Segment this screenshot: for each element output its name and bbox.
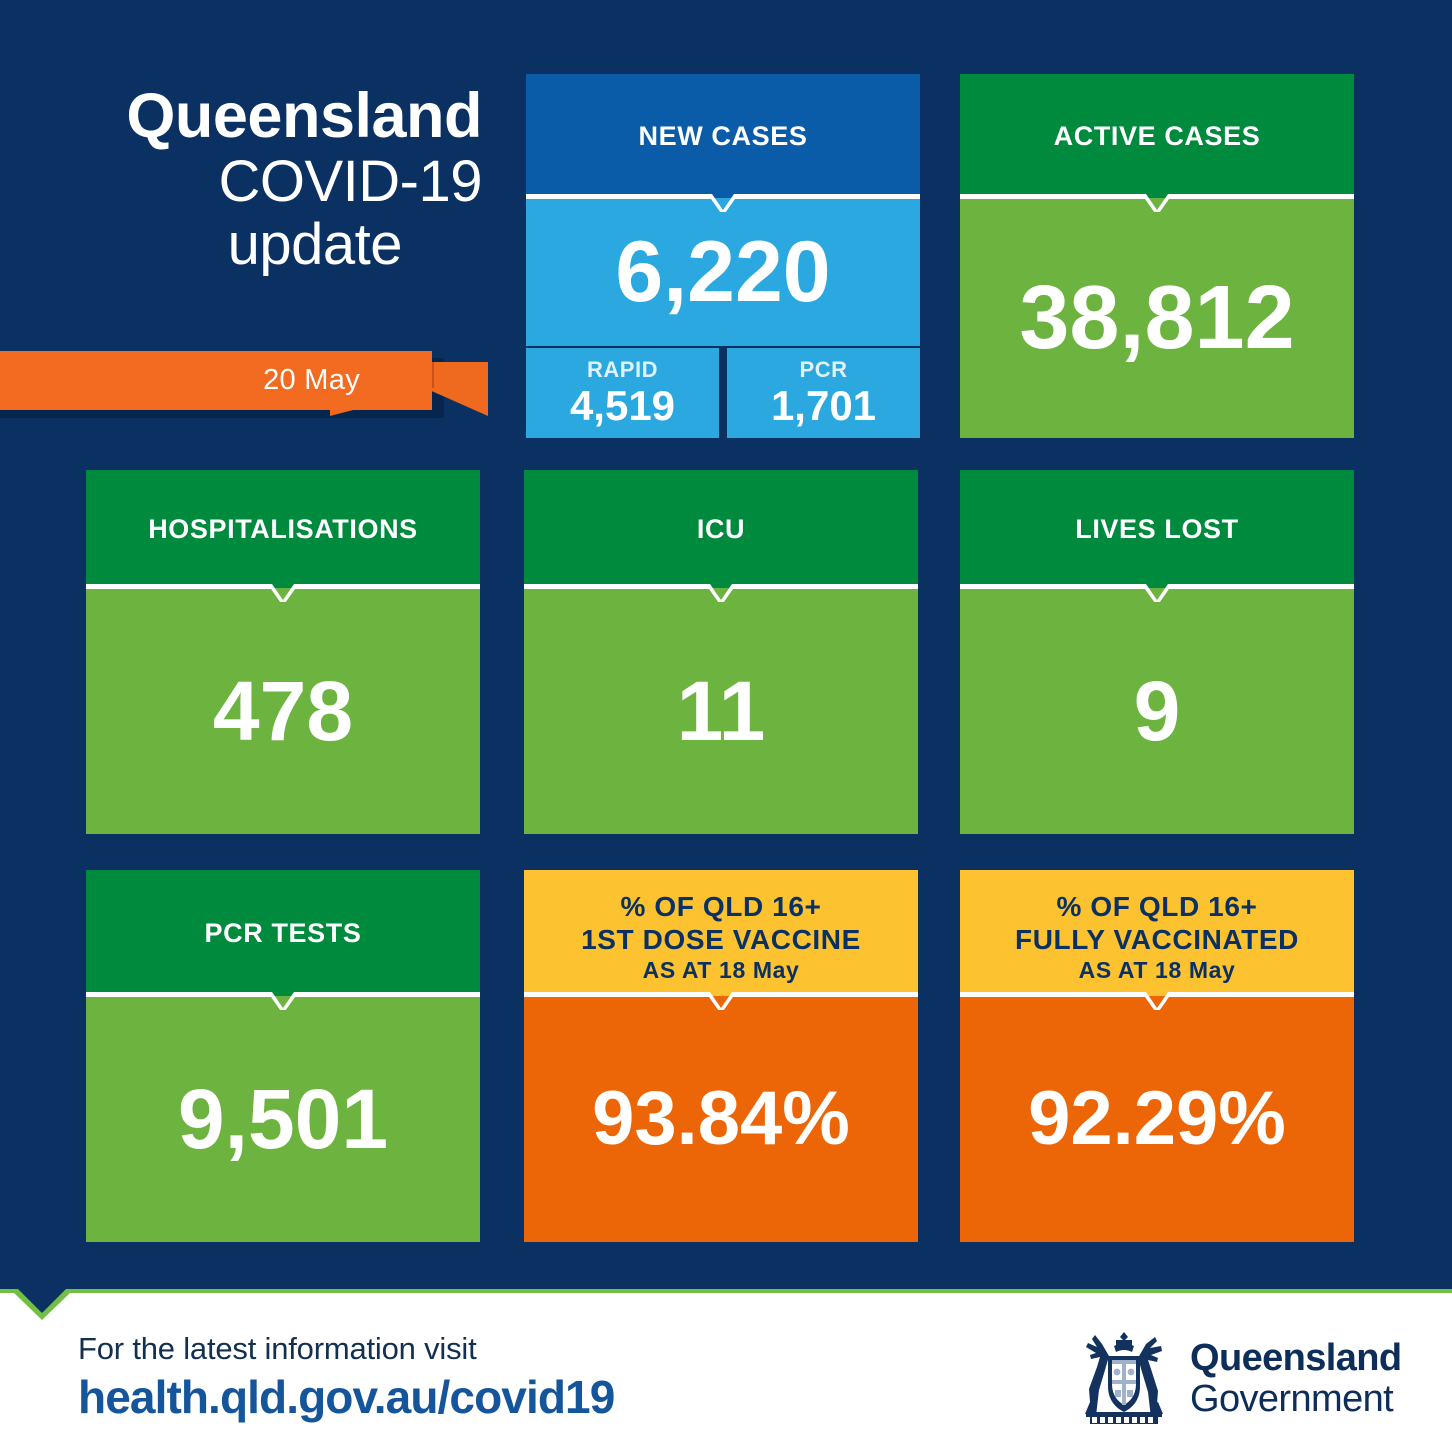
card-pcr-tests-label: PCR TESTS (204, 917, 362, 948)
card-pcr-tests-value: 9,501 (177, 1072, 389, 1166)
card-icu: ICU 11 (524, 470, 928, 844)
title-line-queensland: Queensland (126, 81, 482, 151)
card-hospitalisations-value: 478 (212, 664, 354, 758)
card-lives-lost: LIVES LOST 9 (960, 470, 1364, 844)
breakdown-pcr-value: 1,701 (770, 382, 877, 429)
card-lives-lost-label: LIVES LOST (1075, 513, 1239, 544)
title-line-covid19: COVID-19 (218, 148, 482, 214)
breakdown-rapid: RAPID 4,519 (526, 348, 719, 438)
card-hospitalisations-label: HOSPITALISATIONS (148, 513, 418, 544)
card-first-dose-vaccine: % OF QLD 16+ 1ST DOSE VACCINE AS AT 18 M… (524, 870, 928, 1252)
card-fully-vaccinated-label-line1: % OF QLD 16+ (1056, 890, 1258, 922)
footer-info: For the latest information visit health.… (78, 1330, 615, 1424)
date-ribbon: 20 May (0, 348, 490, 440)
logo-line-queensland: Queensland (1190, 1336, 1402, 1379)
card-active-cases-label: ACTIVE CASES (1053, 120, 1261, 151)
title-line-update: update (227, 212, 403, 278)
card-pcr-tests-body: 9,501 (86, 996, 480, 1242)
card-first-dose-body: 93.84% (524, 996, 918, 1242)
card-icu-header: ICU (524, 470, 918, 588)
card-fully-vaccinated-label-line2: FULLY VACCINATED (1015, 923, 1299, 955)
card-fully-vaccinated-header: % OF QLD 16+ FULLY VACCINATED AS AT 18 M… (960, 870, 1354, 996)
card-active-cases-header: ACTIVE CASES (960, 74, 1354, 198)
card-fully-vaccinated-value: 92.29% (1028, 1076, 1286, 1161)
footer-divider-chevron (0, 1286, 1452, 1324)
card-first-dose-label-line2: 1ST DOSE VACCINE (581, 923, 861, 955)
card-new-cases-body: 6,220 (526, 198, 920, 346)
breakdown-rapid-label: RAPID (587, 357, 658, 382)
footer: For the latest information visit health.… (0, 1286, 1452, 1446)
card-hospitalisations-header: HOSPITALISATIONS (86, 470, 480, 588)
card-pcr-tests: PCR TESTS 9,501 (86, 870, 490, 1252)
card-fully-vaccinated-body: 92.29% (960, 996, 1354, 1242)
page-title: Queensland COVID-19 update (0, 81, 490, 278)
card-lives-lost-header: LIVES LOST (960, 470, 1354, 588)
card-first-dose-value: 93.84% (592, 1076, 850, 1161)
date-label: 20 May (263, 364, 360, 396)
card-new-cases-value: 6,220 (615, 224, 831, 320)
new-cases-breakdown: RAPID 4,519 PCR 1,701 (526, 348, 920, 438)
breakdown-pcr-label: PCR (799, 357, 848, 382)
card-first-dose-label-line3: AS AT 18 May (642, 956, 800, 983)
queensland-government-wordmark: Queensland Government (1190, 1339, 1402, 1418)
card-new-cases: NEW CASES 6,220 (526, 74, 930, 356)
footer-website-link[interactable]: health.qld.gov.au/covid19 (78, 1371, 615, 1424)
card-lives-lost-value: 9 (1133, 664, 1181, 758)
date-ribbon-bar: 20 May (0, 351, 432, 410)
card-icu-value: 11 (676, 664, 766, 758)
card-active-cases: ACTIVE CASES 38,812 (960, 74, 1364, 448)
card-icu-body: 11 (524, 588, 918, 834)
card-fully-vaccinated: % OF QLD 16+ FULLY VACCINATED AS AT 18 M… (960, 870, 1364, 1252)
breakdown-rapid-value: 4,519 (569, 382, 676, 429)
card-hospitalisations: HOSPITALISATIONS 478 (86, 470, 490, 844)
card-first-dose-header: % OF QLD 16+ 1ST DOSE VACCINE AS AT 18 M… (524, 870, 918, 996)
footer-tagline: For the latest information visit (78, 1331, 477, 1366)
card-active-cases-body: 38,812 (960, 198, 1354, 438)
logo-line-government: Government (1190, 1377, 1394, 1420)
coat-of-arms-icon (1085, 1332, 1163, 1424)
card-lives-lost-body: 9 (960, 588, 1354, 834)
card-hospitalisations-body: 478 (86, 588, 480, 834)
card-new-cases-header: NEW CASES (526, 74, 920, 198)
card-icu-label: ICU (696, 513, 746, 544)
queensland-government-logo: Queensland Government (1072, 1326, 1402, 1430)
card-fully-vaccinated-label-line3: AS AT 18 May (1078, 956, 1236, 983)
card-active-cases-value: 38,812 (1019, 268, 1295, 368)
card-first-dose-label-line1: % OF QLD 16+ (620, 890, 822, 922)
card-pcr-tests-header: PCR TESTS (86, 870, 480, 996)
card-new-cases-label: NEW CASES (638, 120, 808, 151)
breakdown-pcr: PCR 1,701 (727, 348, 920, 438)
